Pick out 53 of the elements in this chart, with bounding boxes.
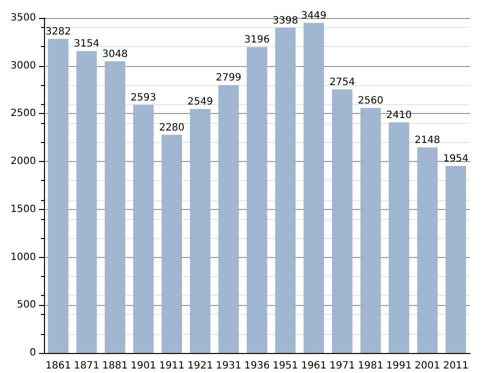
data-label: 3154	[74, 38, 100, 50]
data-label: 2410	[386, 110, 412, 121]
y-tick-label: 0	[30, 348, 36, 358]
data-label: 1954	[443, 153, 469, 164]
data-label: 2560	[358, 95, 384, 106]
x-tick-label: 2001	[414, 360, 440, 372]
x-tick-label: 1881	[102, 360, 128, 372]
data-label: 3449	[301, 10, 327, 22]
y-tick-label: 2500	[10, 108, 36, 120]
data-label: 2754	[329, 76, 355, 88]
x-tick-label: 1901	[130, 360, 156, 372]
data-label: 2549	[187, 96, 213, 108]
bar	[190, 109, 210, 353]
bar	[275, 28, 296, 353]
bar	[417, 147, 438, 353]
data-label: 2280	[159, 122, 185, 134]
y-tick-label: 3500	[10, 12, 36, 24]
y-tick-label: 1000	[10, 252, 36, 263]
x-tick-label: 1981	[358, 360, 384, 372]
x-tick-label: 1921	[187, 360, 213, 372]
data-label: 3196	[244, 34, 270, 46]
bar	[304, 22, 324, 353]
bar	[76, 51, 97, 353]
x-tick-label: 1971	[329, 360, 355, 372]
x-tick-label: 1931	[216, 360, 242, 372]
x-tick-label: 1911	[159, 360, 185, 372]
bar	[446, 166, 466, 353]
bar	[246, 47, 268, 353]
data-label: 3282	[45, 26, 71, 38]
x-tick-label: 1871	[74, 360, 100, 372]
bar	[218, 85, 239, 353]
data-label: 3398	[272, 15, 298, 26]
y-tick-label: 500	[16, 300, 36, 311]
bar	[360, 108, 381, 353]
bar	[133, 104, 154, 353]
y-tick-label: 2000	[10, 156, 36, 168]
data-label: 2148	[414, 134, 440, 146]
data-label: 2799	[216, 72, 242, 84]
x-tick-label: 1936	[244, 360, 270, 372]
data-label: 2593	[130, 92, 156, 104]
bar	[332, 89, 352, 353]
x-tick-label: 1961	[301, 360, 327, 372]
bar	[104, 61, 126, 353]
bar	[388, 122, 410, 353]
data-label: 3048	[102, 48, 128, 60]
x-tick-label: 1951	[272, 360, 298, 372]
x-tick-label: 1991	[386, 360, 412, 372]
y-tick-label: 1500	[10, 204, 36, 215]
bar	[162, 134, 182, 353]
x-tick-label: 1861	[45, 360, 71, 372]
x-tick-label: 2011	[443, 360, 469, 372]
y-tick-label: 3000	[10, 60, 36, 72]
bar	[48, 38, 68, 353]
